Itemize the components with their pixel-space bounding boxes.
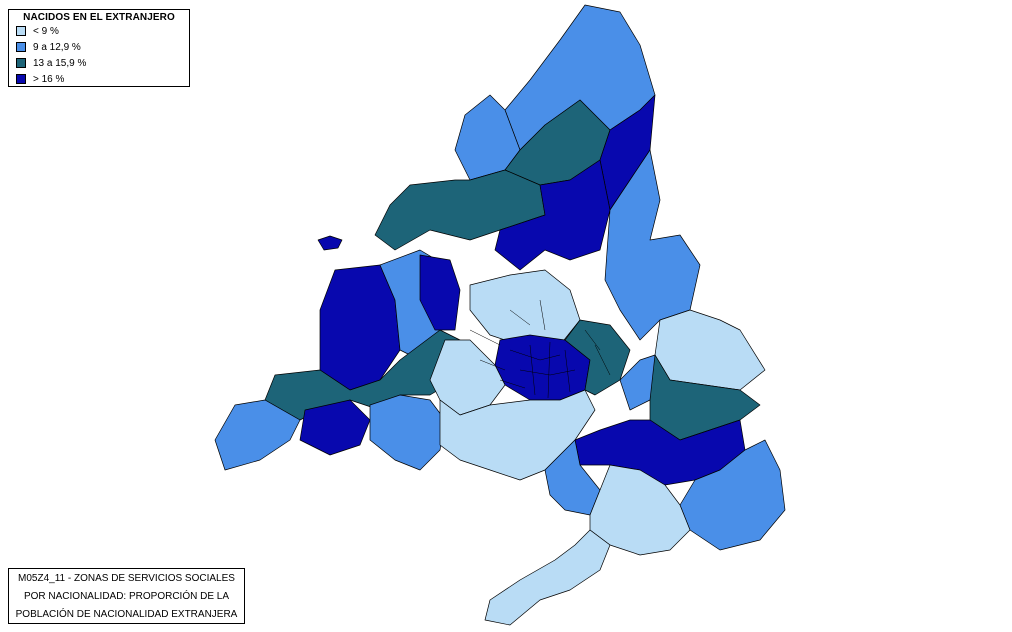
caption-line-2: POR NACIONALIDAD: PROPORCIÓN DE LA (23, 591, 230, 602)
legend-swatch-lt9 (16, 26, 26, 36)
caption-line-1: M05Z4_11 - ZONAS DE SERVICIOS SOCIALES (18, 573, 235, 584)
zone-nw-island[interactable] (317, 235, 343, 251)
legend-swatch-13to15 (16, 58, 26, 68)
legend-title: NACIDOS EN EL EXTRANJERO (23, 12, 175, 23)
legend-item-9to12: 9 a 12,9 % (9, 39, 189, 55)
city-district-lines (469, 299, 611, 399)
legend-label-gt16: > 16 % (33, 73, 65, 85)
zone-east-lightpatch[interactable] (654, 309, 766, 391)
legend-label-9to12: 9 a 12,9 % (33, 41, 81, 53)
zone-south-light[interactable] (439, 389, 596, 481)
legend-item-13to15: 13 a 15,9 % (9, 55, 189, 71)
zone-far-west-blue[interactable] (214, 399, 301, 471)
zone-center-light-north[interactable] (469, 269, 581, 346)
zone-south-light-large[interactable] (589, 464, 691, 556)
legend-swatch-gt16 (16, 74, 26, 84)
zone-sw-blue2[interactable] (369, 394, 446, 471)
legend-item-lt9: < 9 % (9, 23, 189, 39)
legend-item-gt16: > 16 % (9, 71, 189, 87)
legend-label-lt9: < 9 % (33, 25, 59, 37)
map-caption: M05Z4_11 - ZONAS DE SERVICIOS SOCIALES P… (8, 568, 245, 624)
map-legend: NACIDOS EN EL EXTRANJERO < 9 % 9 a 12,9 … (8, 9, 190, 87)
zone-west-dark2[interactable] (419, 254, 461, 331)
legend-label-13to15: 13 a 15,9 % (33, 57, 87, 69)
zone-south-tail[interactable] (484, 529, 611, 626)
legend-swatch-9to12 (16, 42, 26, 52)
zone-north-center-dark[interactable] (494, 159, 611, 271)
zone-center-teal-ring[interactable] (564, 319, 631, 396)
zone-sw-dark[interactable] (299, 399, 371, 456)
caption-line-3: POBLACIÓN DE NACIONALIDAD EXTRANJERA (15, 609, 238, 620)
